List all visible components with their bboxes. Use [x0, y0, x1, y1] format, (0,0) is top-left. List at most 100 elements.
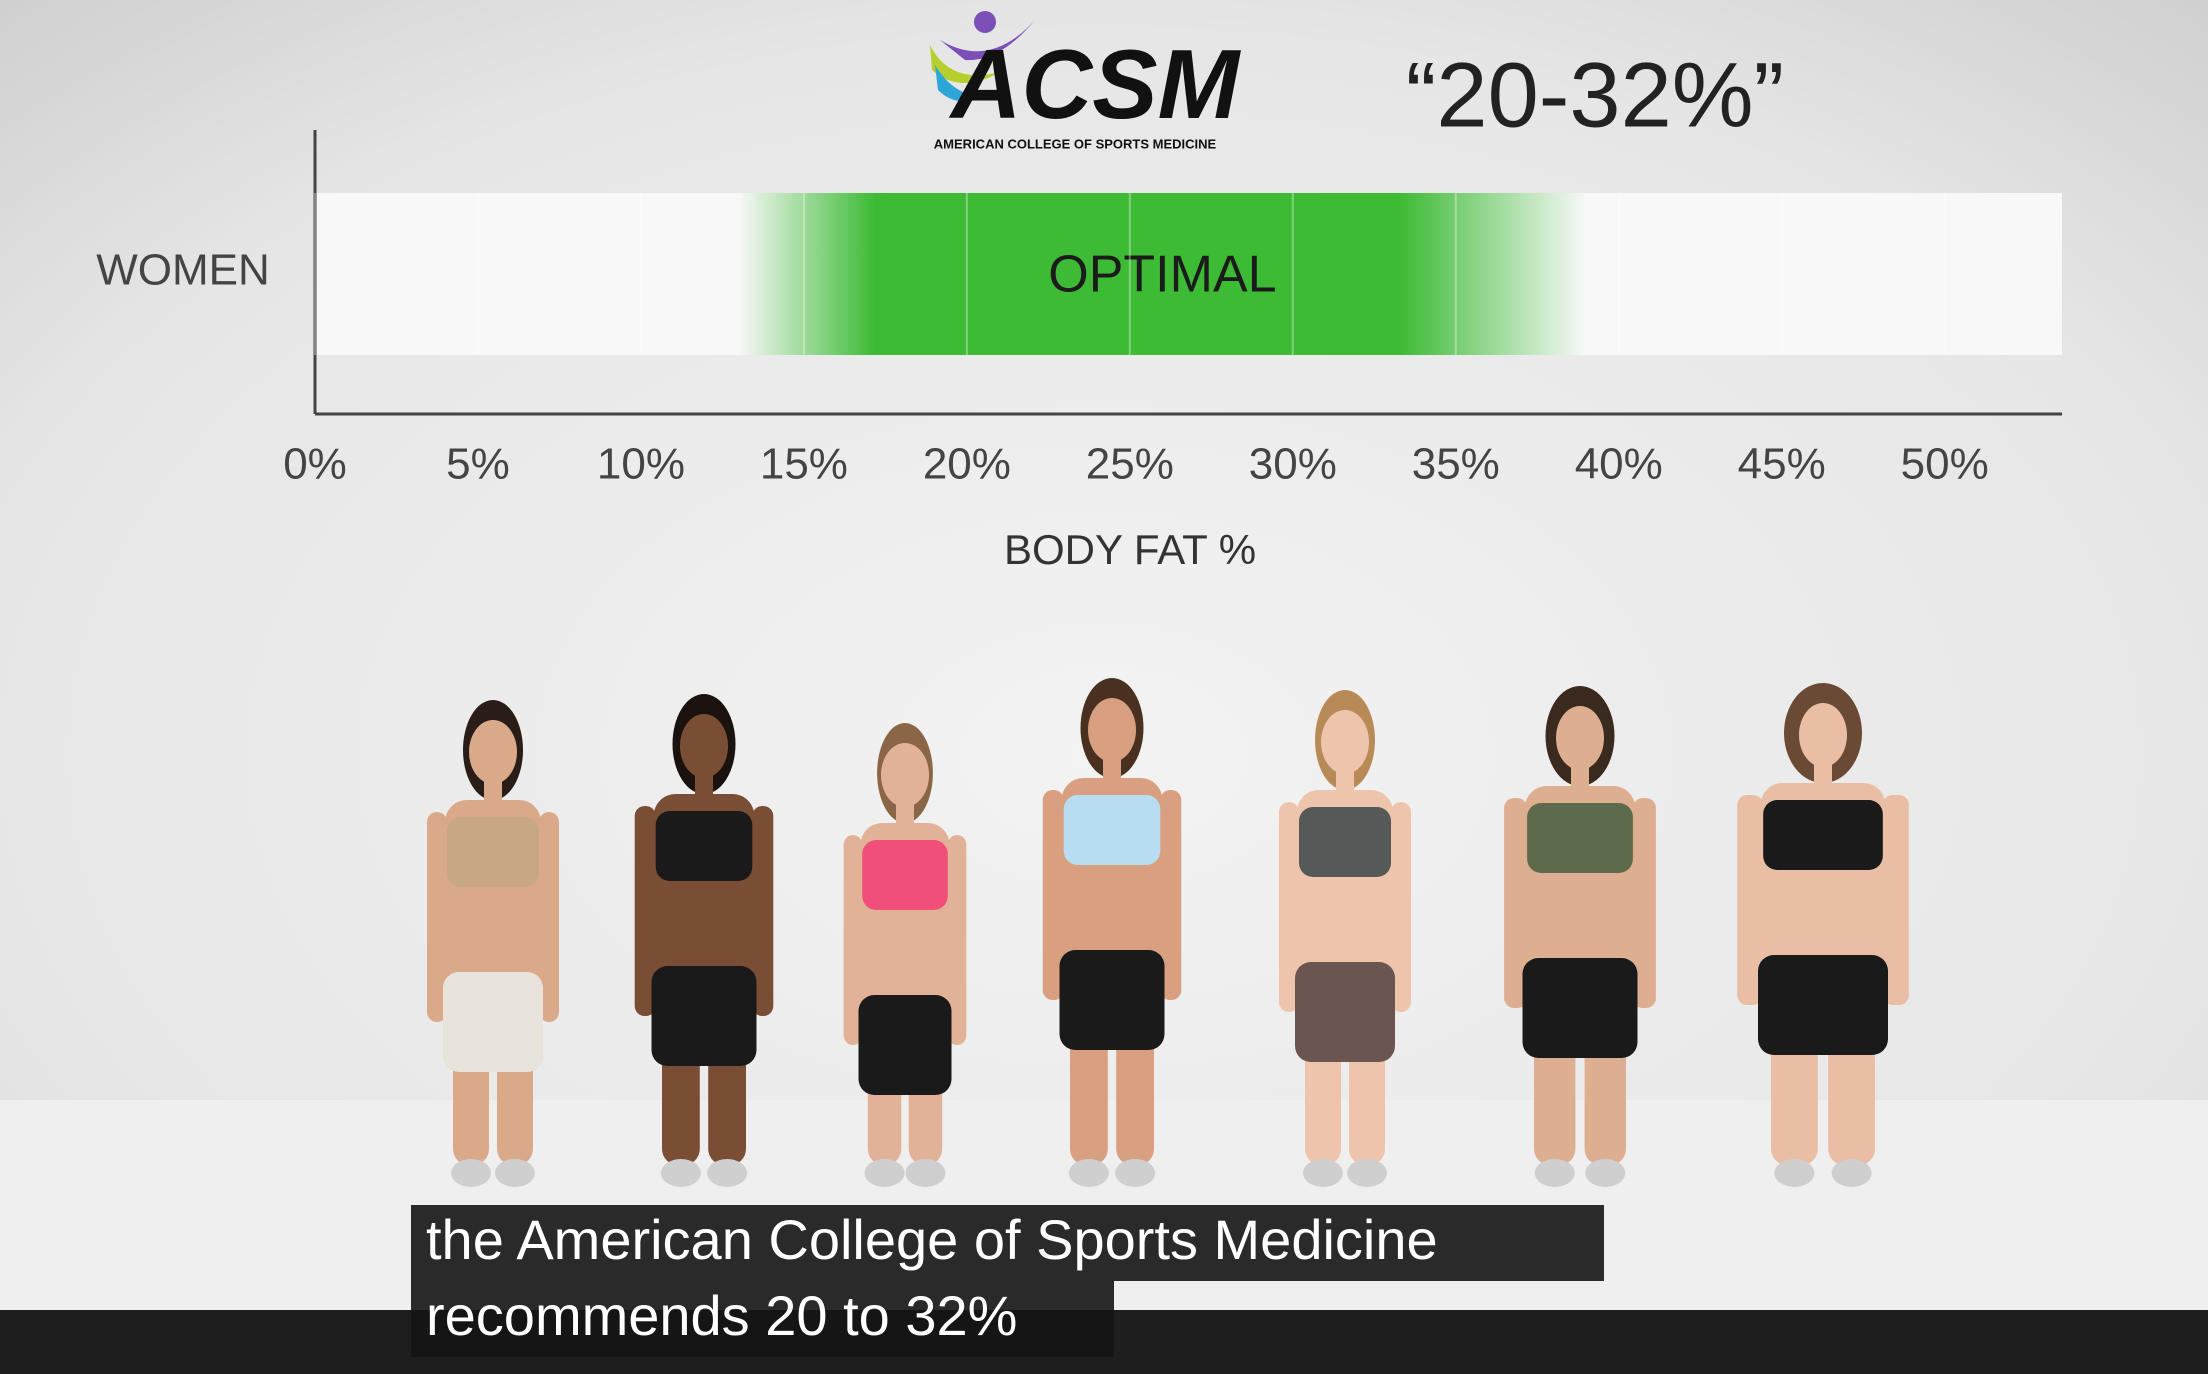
- shoe: [1303, 1159, 1343, 1187]
- logo-icon: [930, 45, 1000, 84]
- arm: [1882, 795, 1909, 1005]
- person: [1279, 690, 1411, 1187]
- person: [1504, 686, 1656, 1187]
- head: [680, 714, 728, 778]
- arm: [427, 812, 447, 1022]
- person: [1737, 683, 1909, 1187]
- arm: [1737, 795, 1764, 1005]
- caption-line: recommends 20 to 32%: [426, 1284, 1017, 1347]
- leg: [662, 1036, 700, 1165]
- chart: OPTIMAL 0% 5% 10% 15% 20% 25% 30% 35% 40% 45% 50%: [283, 130, 2062, 489]
- arm: [1504, 798, 1528, 1008]
- acsm-logo: ACSM AMERICAN COLLEGE OF SPORTS MEDICINE: [930, 11, 1242, 151]
- person: [634, 694, 774, 1187]
- x-tick-label: 30%: [1249, 440, 1337, 489]
- arm: [1632, 798, 1656, 1008]
- logo-subtitle: AMERICAN COLLEGE OF SPORTS MEDICINE: [934, 136, 1217, 151]
- arm: [1391, 802, 1411, 1012]
- head: [1556, 706, 1604, 770]
- leg: [453, 1042, 489, 1165]
- neck: [1814, 763, 1832, 785]
- x-tick-label: 25%: [1086, 440, 1174, 489]
- top: [447, 817, 539, 887]
- people: [427, 678, 1909, 1187]
- head: [1321, 710, 1369, 774]
- leg: [1116, 1020, 1154, 1165]
- top: [862, 840, 948, 910]
- logo-text: ACSM: [948, 29, 1242, 139]
- neck: [484, 780, 502, 802]
- x-tick-label: 0%: [283, 440, 347, 489]
- person: [427, 700, 559, 1187]
- x-tick-label: 15%: [760, 440, 848, 489]
- x-tick-label: 50%: [1901, 440, 1989, 489]
- neck: [1571, 766, 1589, 788]
- logo-icon: [940, 20, 1035, 61]
- arm: [752, 806, 774, 1016]
- head: [469, 720, 517, 784]
- leg: [1349, 1032, 1385, 1165]
- shoe: [1585, 1159, 1626, 1187]
- category-label: WOMEN: [96, 246, 270, 295]
- person: [843, 723, 967, 1187]
- shorts: [1059, 950, 1165, 1050]
- x-tick-label: 5%: [446, 440, 510, 489]
- x-tick-label: 45%: [1738, 440, 1826, 489]
- shorts: [1758, 955, 1888, 1055]
- person: [1042, 678, 1182, 1187]
- leg: [1070, 1020, 1108, 1165]
- caption-box: [411, 1205, 1604, 1281]
- range-label: OPTIMAL: [1048, 246, 1276, 304]
- top: [1763, 800, 1883, 870]
- caption-line: the American College of Sports Medicine: [426, 1208, 1438, 1271]
- shoe: [1534, 1159, 1575, 1187]
- leg: [1771, 1025, 1818, 1165]
- neck: [695, 774, 713, 796]
- head: [881, 743, 929, 807]
- shoe: [495, 1159, 535, 1187]
- shoe: [1115, 1159, 1156, 1187]
- shorts: [651, 966, 757, 1066]
- head: [1799, 703, 1847, 767]
- arm: [1160, 790, 1182, 1000]
- shoe: [451, 1159, 491, 1187]
- top: [1299, 807, 1391, 877]
- shoe: [864, 1159, 905, 1187]
- caption-box: [411, 1281, 1114, 1357]
- shoe: [1068, 1159, 1109, 1187]
- x-axis-title: BODY FAT %: [1004, 526, 1256, 573]
- neck: [1336, 770, 1354, 792]
- arm: [539, 812, 559, 1022]
- top: [655, 811, 753, 881]
- shoe: [905, 1159, 946, 1187]
- arm: [634, 806, 656, 1016]
- chart-title: “20-32%”: [1406, 44, 1784, 146]
- optimal-range: [738, 193, 1587, 355]
- x-tick-label: 20%: [923, 440, 1011, 489]
- arm: [947, 835, 967, 1045]
- leg: [708, 1036, 746, 1165]
- x-tick-label: 10%: [597, 440, 685, 489]
- neck: [1103, 758, 1121, 780]
- x-tick-label: 40%: [1575, 440, 1663, 489]
- leg: [1828, 1025, 1875, 1165]
- top: [1063, 795, 1161, 865]
- shoe: [660, 1159, 701, 1187]
- neck: [896, 803, 914, 825]
- logo-icon: [974, 11, 996, 33]
- head: [1088, 698, 1136, 762]
- leg: [497, 1042, 533, 1165]
- shoe: [1347, 1159, 1387, 1187]
- shorts: [858, 995, 952, 1095]
- arm: [843, 835, 863, 1045]
- arm: [1279, 802, 1299, 1012]
- shoe: [707, 1159, 748, 1187]
- arm: [1042, 790, 1064, 1000]
- leg: [1534, 1028, 1576, 1165]
- top: [1527, 803, 1633, 873]
- leg: [1305, 1032, 1341, 1165]
- shorts: [443, 972, 543, 1072]
- shorts: [1522, 958, 1638, 1058]
